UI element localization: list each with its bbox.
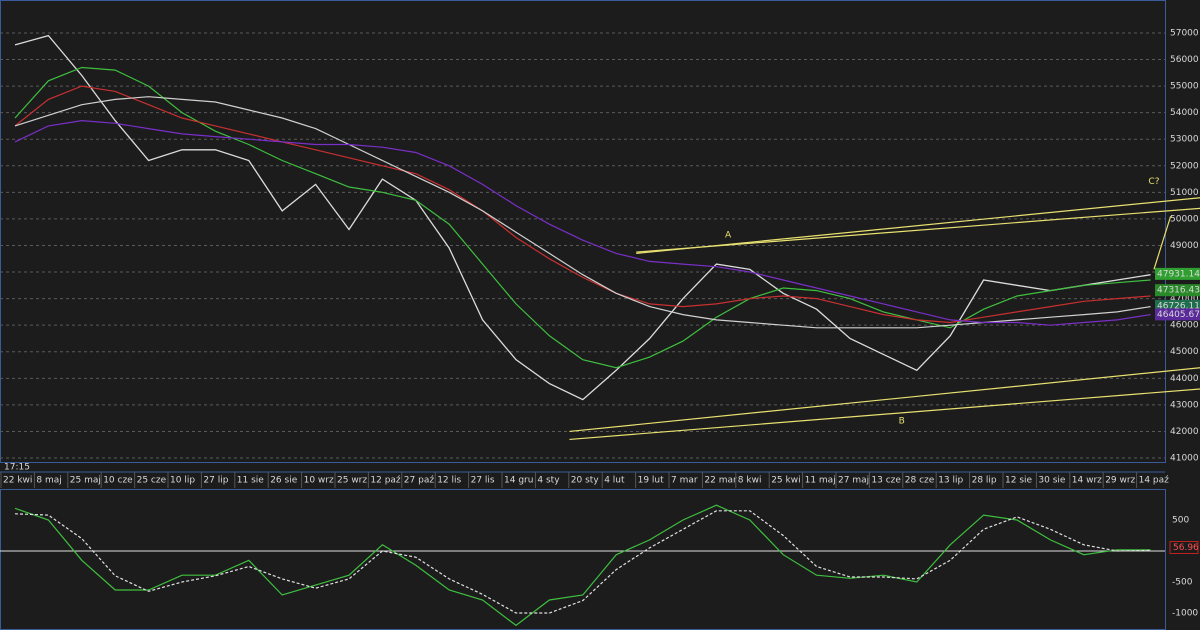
x-tick-label: 27 maj — [838, 476, 869, 486]
price-box-label: 46405.67 — [1157, 310, 1200, 320]
y-tick-label: 500 — [1172, 516, 1189, 526]
y-tick-label: 46000 — [1170, 321, 1199, 331]
trendline — [636, 197, 1200, 255]
trendline — [569, 367, 1200, 433]
series-line — [14, 96, 1151, 329]
y-tick-label: 41000 — [1170, 454, 1199, 464]
price-box-label: 46726.11 — [1157, 301, 1200, 311]
x-tick-label: 28 cze — [905, 476, 935, 486]
x-tick-label: 25 cze — [137, 476, 167, 486]
trendline — [569, 388, 1200, 441]
y-tick-label: 42000 — [1170, 427, 1199, 437]
last-value-label: 56.96 — [1173, 543, 1199, 553]
trendline — [636, 207, 1200, 253]
y-tick-label: 52000 — [1170, 161, 1199, 171]
y-tick-label: 57000 — [1170, 28, 1199, 38]
x-tick-label: 26 sie — [270, 476, 298, 486]
x-tick-label: 14 gru — [504, 476, 533, 486]
y-tick-label: 55000 — [1170, 82, 1199, 92]
price-box-label: 47316.43 — [1157, 286, 1200, 296]
x-tick-label: 22 kwi — [3, 476, 32, 486]
price-box — [1155, 308, 1200, 321]
series-line — [14, 504, 1151, 627]
x-tick-label: 11 sie — [237, 476, 265, 486]
x-tick-label: 12 sie — [1005, 476, 1033, 486]
x-tick-label: 25 maj — [70, 476, 101, 486]
y-tick-label: 56000 — [1170, 55, 1199, 65]
annotation: C? — [1148, 177, 1159, 187]
y-tick-label: 53000 — [1170, 135, 1199, 145]
x-tick-label: 28 lip — [972, 476, 997, 486]
price-box — [1155, 284, 1200, 297]
annotation: B — [899, 416, 905, 426]
x-tick-label: 14 wrz — [1072, 476, 1102, 486]
x-tick-label: 27 paź — [404, 476, 435, 486]
x-tick-label: 14 paź — [1139, 476, 1170, 486]
y-tick-label: 43000 — [1170, 400, 1199, 410]
x-tick-label: 19 lut — [638, 476, 665, 486]
x-tick-label: 12 paź — [370, 476, 401, 486]
y-tick-label: 50000 — [1170, 214, 1199, 224]
y-tick-label: 51000 — [1170, 188, 1199, 198]
x-tick-label: 10 lip — [170, 476, 195, 486]
y-tick-label: 45000 — [1170, 347, 1199, 357]
series-line — [14, 510, 1151, 614]
price-box-label: 47931.14 — [1157, 269, 1200, 279]
series-line — [14, 66, 1151, 369]
time-label: 17:15 — [4, 463, 30, 473]
x-tick-label: 10 cze — [103, 476, 133, 486]
x-tick-label: 12 lis — [437, 476, 461, 486]
x-tick-label: 8 maj — [36, 476, 61, 486]
x-tick-label: 4 lut — [604, 476, 625, 486]
price-box — [1155, 267, 1200, 280]
x-tick-label: 13 lip — [938, 476, 963, 486]
x-tick-label: 30 sie — [1038, 476, 1066, 486]
x-tick-label: 4 sty — [537, 476, 560, 486]
x-tick-label: 7 mar — [671, 476, 698, 486]
x-tick-label: 27 lip — [203, 476, 228, 486]
y-tick-label: -500 — [1172, 577, 1193, 587]
x-tick-label: 22 mar — [704, 476, 737, 486]
y-tick-label: 49000 — [1170, 241, 1199, 251]
last-value-box — [1169, 540, 1199, 554]
annotation: A — [725, 230, 732, 240]
x-tick-label: 20 sty — [571, 476, 600, 486]
trendline — [1153, 216, 1172, 270]
x-tick-label: 13 cze — [871, 476, 901, 486]
x-tick-label: 11 maj — [805, 476, 836, 486]
y-tick-label: 54000 — [1170, 108, 1199, 118]
y-tick-label: -1000 — [1172, 608, 1198, 618]
x-tick-label: 27 lis — [471, 476, 495, 486]
series-line — [14, 119, 1151, 326]
y-tick-label: 44000 — [1170, 374, 1199, 384]
x-tick-label: 29 wrz — [1105, 476, 1135, 486]
x-tick-label: 10 wrz — [304, 476, 334, 486]
x-tick-label: 25 kwi — [771, 476, 800, 486]
x-tick-label: 25 wrz — [337, 476, 367, 486]
series-line — [14, 34, 1151, 401]
y-tick-label: 47000 — [1170, 294, 1199, 304]
x-tick-label: 8 kwi — [738, 476, 762, 486]
